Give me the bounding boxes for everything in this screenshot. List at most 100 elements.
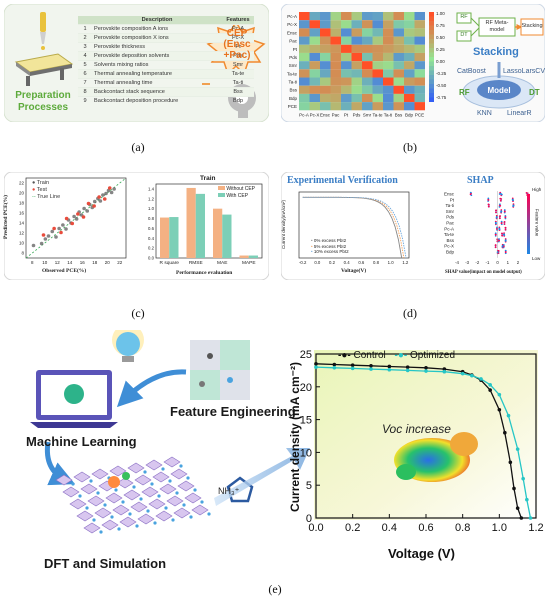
octahedron [163, 456, 181, 468]
flow-stacking: Stacking [521, 23, 543, 29]
caption-a: (a) [131, 140, 145, 154]
colorbar-segment [429, 25, 434, 30]
pipette-icon [40, 12, 46, 50]
octahedron [87, 495, 105, 507]
jv-point-control [519, 516, 524, 520]
bar-legend: Without CEP With CEP [218, 186, 255, 200]
table-row: 4 Perovskite deposition solvents Pds [78, 51, 254, 61]
lattice-atom [186, 476, 190, 480]
octahedron [145, 459, 163, 471]
panel-e: 0.0 0.2 0.4 0.6 0.8 1.0 1.2 0 5 10 15 20 25 Machine … [4, 330, 546, 578]
octahedron [184, 492, 202, 504]
shap-dot [500, 222, 503, 225]
octahedron [62, 486, 80, 498]
train-point [64, 227, 68, 231]
lattice-atom [153, 521, 157, 525]
octahedron [112, 504, 130, 516]
jv-point-control [488, 388, 492, 392]
heatmap-col-label: Bss [395, 112, 403, 117]
octahedron [166, 495, 184, 507]
heatmap-cell [309, 77, 320, 86]
shap-feature-label: Ensc [444, 192, 455, 197]
ev-xtick: 1.0 [388, 260, 395, 265]
heatmap-cell [414, 85, 425, 94]
scatter-xtick: 10 [42, 260, 48, 265]
heatmap-cell [320, 85, 331, 94]
heatmap-cell [299, 85, 310, 94]
heatmap-cell [362, 69, 373, 78]
caption-c: (c) [131, 306, 145, 320]
heatmap-cell [341, 36, 352, 45]
heatmap-cell [330, 52, 341, 62]
colorbar-segment [429, 79, 434, 84]
panel-a: Preparation Processes Description Featur… [4, 4, 269, 122]
shap-dot [525, 191, 528, 194]
test-point [92, 204, 96, 208]
lattice-atom [103, 503, 107, 507]
bar-category-label: MAE [217, 260, 227, 266]
caption-b: (b) [403, 140, 417, 154]
lattice-atom [182, 503, 186, 507]
lattice-atom [200, 500, 204, 504]
shap-feature-label: Pds [446, 215, 455, 220]
test-point [86, 201, 91, 206]
lattice-atom [89, 479, 93, 483]
model-lassolarscv: LassoLarsCV [503, 68, 546, 75]
heatmap-cell [309, 44, 320, 53]
heatmap-col-label: Pc-A [299, 112, 309, 117]
heatmap-cell [320, 77, 331, 86]
jv-line-optimized [315, 366, 532, 519]
heatmap-col-label: Ta-ti [384, 112, 393, 117]
heatmap-cell [309, 28, 320, 37]
shap-dot [504, 240, 507, 242]
heatmap-cell [299, 28, 310, 37]
jv-ytick-label: 25 [300, 349, 312, 361]
heatmap-cell [330, 61, 341, 70]
lattice-atom [189, 515, 193, 519]
table-row: 6 Thermal annealing temperature Ta-te [78, 69, 254, 79]
ev-xtick: 0.6 [358, 260, 365, 265]
shap-dot [499, 217, 501, 220]
heatmap-cell [383, 61, 394, 70]
scatter-ytick: 16 [19, 211, 25, 216]
octahedron [73, 471, 91, 483]
bar-with-cep [169, 217, 179, 258]
lattice-atom [71, 482, 75, 486]
heatmap-cell [414, 36, 425, 45]
jv-point-control [405, 365, 410, 369]
heatmap-cell [372, 61, 383, 70]
heatmap-col-label: Pds [353, 112, 362, 117]
heatmap-cell [404, 85, 415, 94]
bar-ytick: 0.0 [148, 256, 155, 261]
shap-dot [503, 234, 506, 237]
features-table: Description Features 1 Perovskite composi… [78, 16, 254, 105]
lattice-atom [117, 527, 121, 531]
heatmap-row-label: Pac [289, 39, 298, 44]
heatmap-cell [299, 61, 310, 70]
test-point [81, 215, 86, 219]
heatmap-cell [299, 102, 310, 111]
lattice-atom [135, 524, 139, 528]
octahedron [177, 480, 195, 492]
lattice-atom [110, 515, 114, 519]
scatter-ytick: 20 [19, 191, 25, 196]
heatmap-cell [330, 93, 341, 103]
ev-xtick: 0.0 [314, 260, 321, 265]
jv-point-optimized [528, 516, 533, 520]
shap-dot [495, 211, 497, 214]
heatmap-cell [299, 36, 310, 45]
heatmap-cell [320, 36, 331, 45]
octahedron [130, 501, 148, 513]
jv-point-optimized [497, 392, 502, 397]
jv-point-control [369, 364, 373, 368]
shap-dot [504, 249, 507, 252]
scatter-ylabel: Predicted PCE(%) [3, 194, 10, 240]
jv-plot: 0.0 0.2 0.4 0.6 0.8 1.0 1.2 0 5 10 15 20 25 [300, 349, 544, 534]
train-point [31, 243, 36, 248]
heatmap-cell [414, 61, 425, 70]
heatmap-row-label: Bdp [289, 96, 298, 101]
shap-side-label: Feature value [534, 208, 540, 237]
heatmap-cell [309, 61, 320, 70]
train-point [43, 237, 48, 241]
heatmap-cell [383, 102, 394, 111]
